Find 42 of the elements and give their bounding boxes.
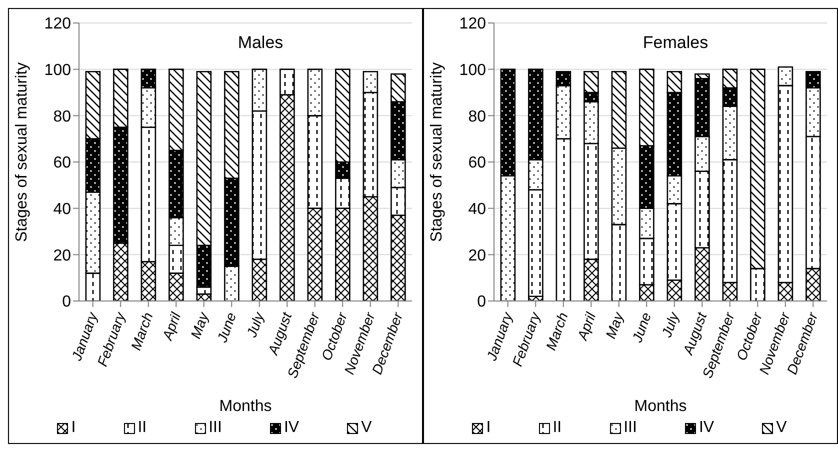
x-tick-label: March — [128, 310, 156, 352]
y-axis-title: Stages of sexual maturity — [14, 62, 31, 242]
y-tick-label: 100 — [44, 62, 72, 80]
y-tick-label: 0 — [477, 294, 486, 311]
x-tick-label: October — [733, 309, 766, 363]
y-tick-label: 60 — [468, 154, 486, 172]
text: Males — [236, 33, 284, 53]
x-tick-label: June — [628, 310, 654, 346]
y-tick-label: 100 — [459, 62, 486, 80]
y-axis-title: Stages of sexual maturity — [428, 62, 446, 242]
text: Females — [642, 33, 710, 53]
y-tick-label: 20 — [468, 247, 486, 264]
y-tick-label: 40 — [53, 201, 72, 218]
legend-label: I — [486, 419, 491, 437]
x-tick-label: April — [158, 309, 184, 343]
x-tick-label: March — [542, 310, 571, 352]
y-tick-label: 40 — [468, 201, 486, 218]
x-tick-label: May — [602, 309, 627, 341]
y-tick-label: 120 — [459, 16, 486, 33]
legend-label: III — [208, 419, 222, 437]
legend-label: V — [776, 419, 787, 437]
y-tick-label: 20 — [53, 247, 72, 264]
x-axis-title: Months — [219, 398, 272, 415]
y-tick-label: 80 — [468, 108, 486, 126]
x-tick-label: October — [318, 309, 351, 363]
y-tick-label: 120 — [44, 16, 72, 33]
y-tick-label: 0 — [62, 294, 72, 311]
y-tick-label: 60 — [53, 154, 72, 172]
x-tick-label: July — [658, 309, 682, 340]
legend-label: V — [361, 419, 372, 437]
legend-label: II — [552, 419, 562, 437]
legend-label: IV — [284, 419, 300, 437]
legend-label: III — [624, 419, 637, 437]
x-tick-label: May — [187, 309, 212, 341]
x-axis-title: Months — [634, 398, 687, 415]
x-tick-label: April — [574, 309, 599, 343]
legend-label: I — [71, 419, 76, 437]
y-tick-label: 80 — [53, 108, 72, 126]
x-tick-label: July — [242, 309, 268, 340]
legend-label: II — [138, 419, 147, 437]
legend-label: IV — [698, 419, 714, 437]
x-tick-label: June — [213, 310, 240, 346]
